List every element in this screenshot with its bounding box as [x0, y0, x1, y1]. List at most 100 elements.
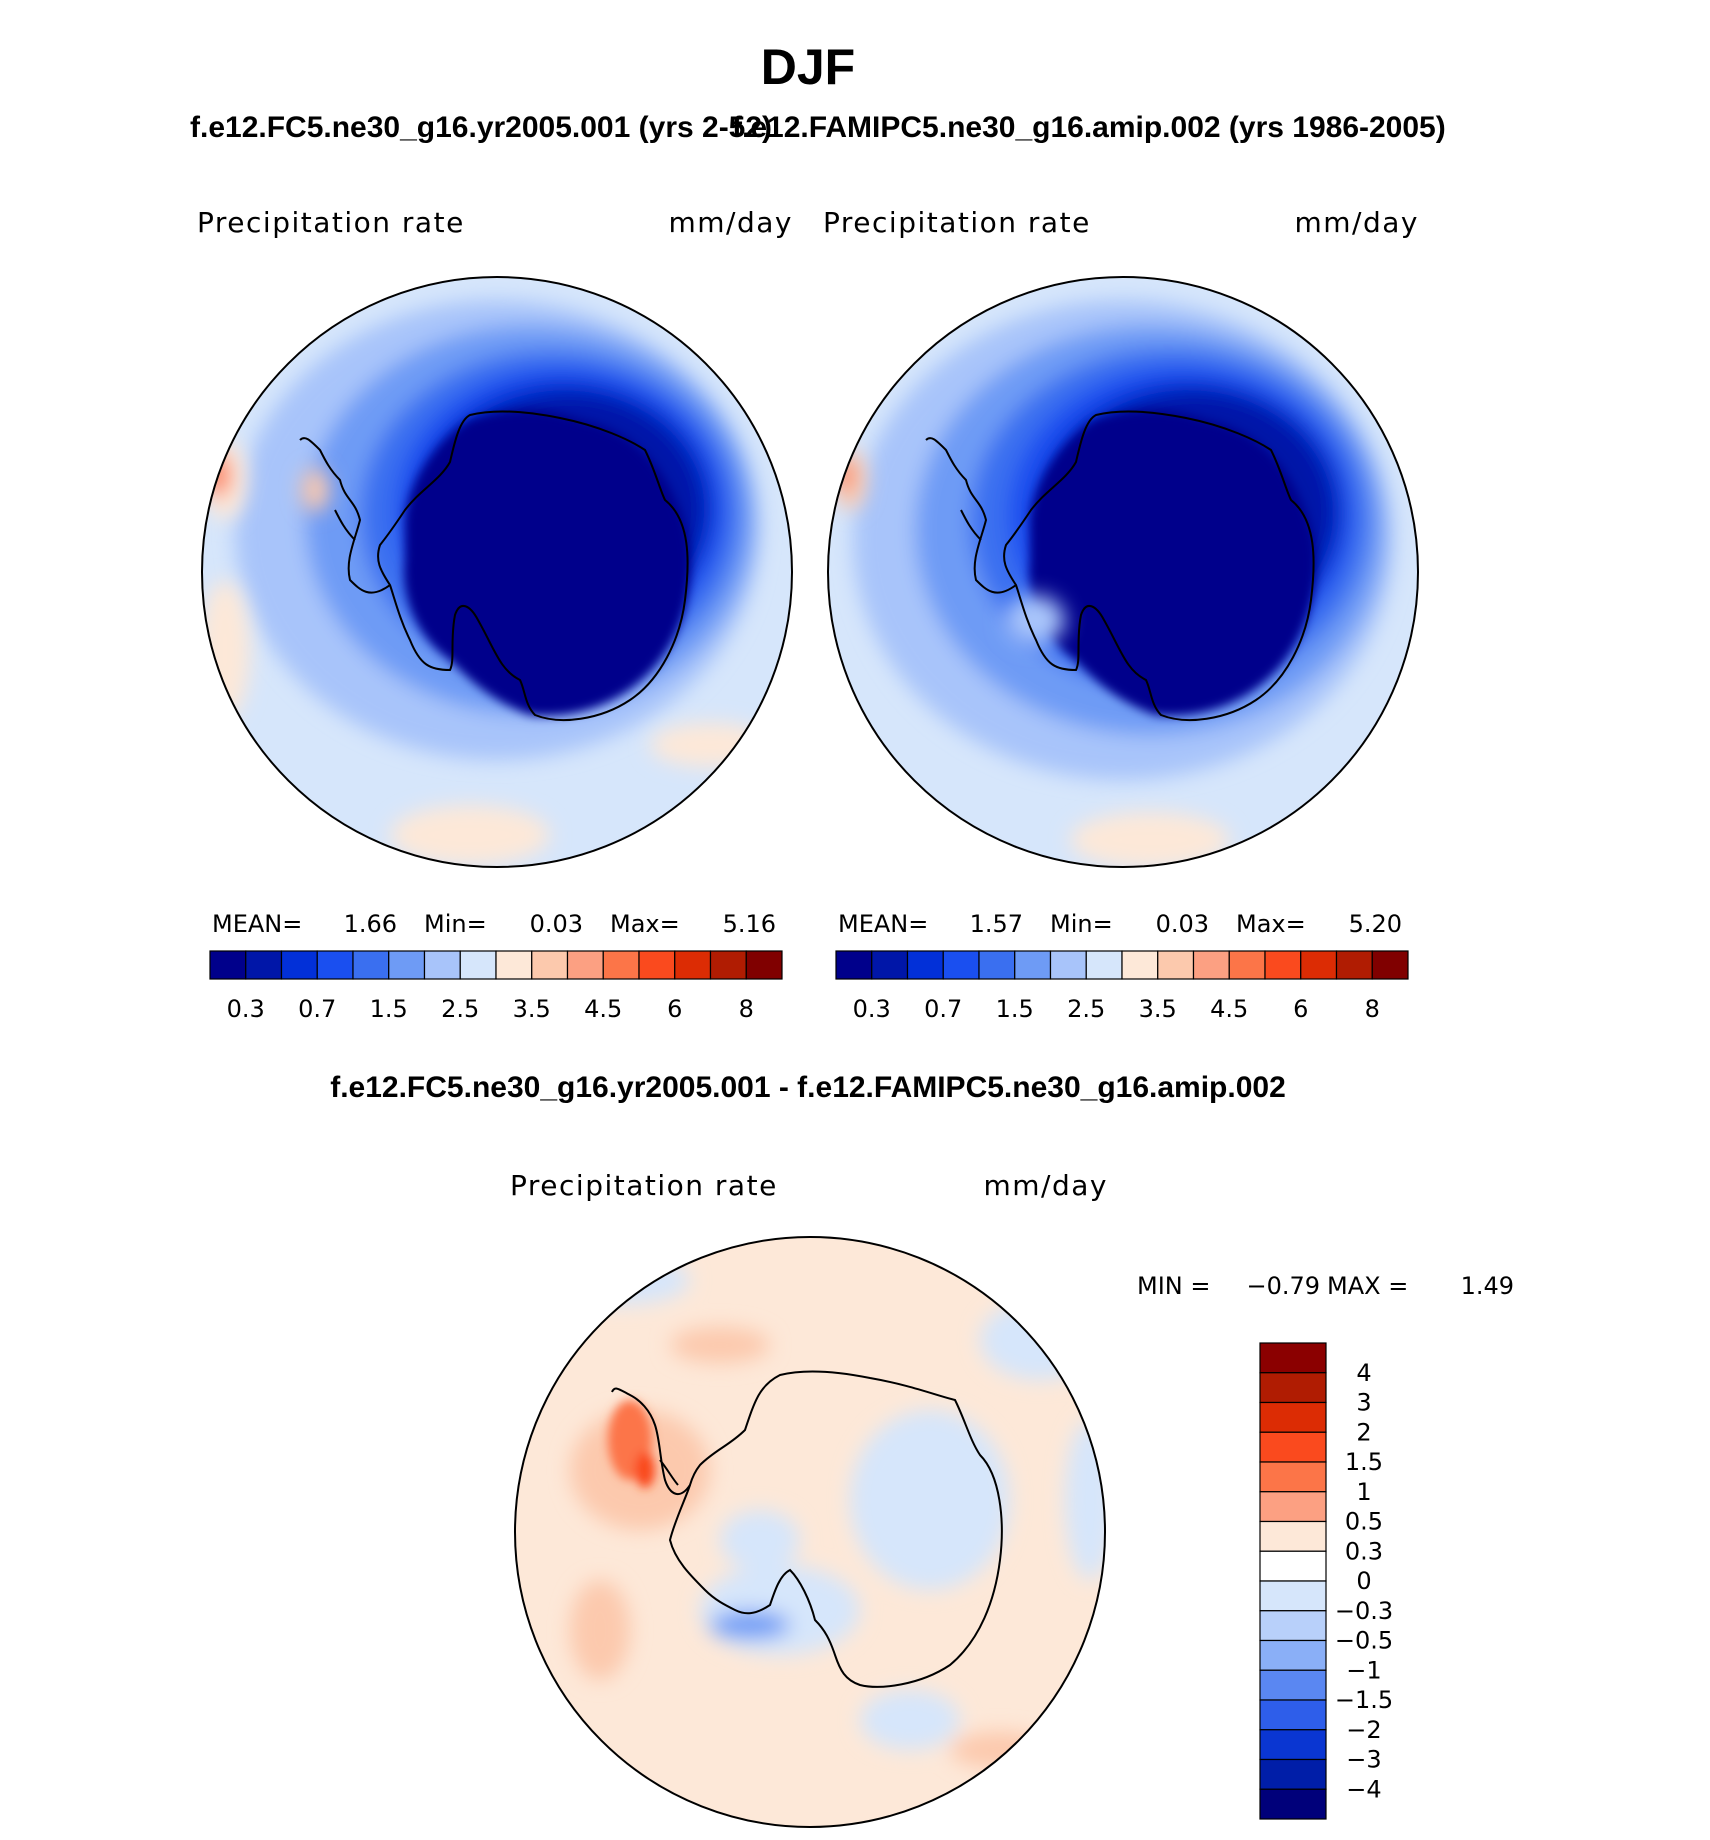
colorbar-tick-label: 2	[1356, 1418, 1371, 1446]
colorbar-box	[1300, 950, 1338, 980]
panel-a-map	[201, 276, 793, 868]
colorbar-tick-label: 8	[739, 995, 754, 1023]
colorbar-box	[459, 950, 497, 980]
colorbar-tick-label: 3	[1356, 1389, 1371, 1417]
colorbar-box	[1259, 1610, 1327, 1642]
colorbar-box	[1049, 950, 1087, 980]
colorbar-box	[602, 950, 640, 980]
panel-b-max-label: Max=	[1236, 910, 1306, 938]
panel-a-max-value: 5.16	[723, 910, 776, 938]
panel-a-title: f.e12.FC5.ne30_g16.yr2005.001 (yrs 2-52)	[190, 111, 772, 144]
panel-b-max-value: 5.20	[1349, 910, 1402, 938]
colorbar-tick-label: 4.5	[1210, 995, 1248, 1023]
colorbar-box	[1259, 1729, 1327, 1761]
panel-a-units: mm/day	[669, 206, 794, 239]
colorbar-tick-label: 1.5	[1345, 1448, 1383, 1476]
panel-b-min-value: 0.03	[1156, 910, 1209, 938]
colorbar-tick-label: 0.3	[853, 995, 891, 1023]
colorbar-box	[1121, 950, 1159, 980]
colorbar-tick-label: 6	[1293, 995, 1308, 1023]
colorbar-tick-label: −1.5	[1335, 1686, 1393, 1714]
colorbar-box	[1259, 1699, 1327, 1731]
colorbar-box	[1259, 1580, 1327, 1612]
colorbar-box	[209, 950, 247, 980]
colorbar-box	[1014, 950, 1052, 980]
colorbar-box	[871, 950, 909, 980]
panel-c-units: mm/day	[984, 1169, 1109, 1202]
colorbar-box	[638, 950, 676, 980]
colorbar-tick-label: −0.3	[1335, 1597, 1393, 1625]
colorbar-box	[1259, 1520, 1327, 1552]
colorbar-box	[280, 950, 318, 980]
panel-c-map	[514, 1236, 1106, 1828]
colorbar-tick-label: 2.5	[441, 995, 479, 1023]
colorbar-tick-label: −1	[1346, 1656, 1381, 1684]
colorbar-box	[709, 950, 747, 980]
colorbar-box	[835, 950, 873, 980]
colorbar-box	[942, 950, 980, 980]
colorbar-box	[1259, 1431, 1327, 1463]
colorbar-tick-label: −3	[1346, 1746, 1381, 1774]
panel-b-mean-label: MEAN=	[838, 910, 928, 938]
colorbar-box	[1157, 950, 1195, 980]
colorbar-box	[1371, 950, 1409, 980]
colorbar-box	[495, 950, 533, 980]
colorbar-tick-label: 4	[1356, 1359, 1371, 1387]
colorbar-box	[1259, 1550, 1327, 1582]
colorbar-box	[745, 950, 783, 980]
colorbar-box	[1259, 1788, 1327, 1820]
colorbar-tick-label: 0.3	[227, 995, 265, 1023]
colorbar-box	[1335, 950, 1373, 980]
panel-b-stats: MEAN= 1.57 Min= 0.03 Max= 5.20	[838, 910, 1402, 938]
panel-c-max-label: MAX =	[1327, 1272, 1408, 1300]
colorbar-tick-label: 3.5	[1139, 995, 1177, 1023]
colorbar-box	[1085, 950, 1123, 980]
colorbar-box	[352, 950, 390, 980]
colorbar-box	[978, 950, 1016, 980]
panel-a-mean-value: 1.66	[344, 910, 397, 938]
colorbar-box	[316, 950, 354, 980]
colorbar-box	[1259, 1461, 1327, 1493]
colorbar-tick-label: 8	[1365, 995, 1380, 1023]
colorbar-tick-label: 0.7	[924, 995, 962, 1023]
colorbar-tick-label: 0.7	[298, 995, 336, 1023]
colorbar-box	[1259, 1639, 1327, 1671]
figure-title: DJF	[761, 39, 855, 95]
colorbar-tick-label: 0.3	[1345, 1537, 1383, 1565]
panel-b-mean-value: 1.57	[970, 910, 1023, 938]
panel-c-variable: Precipitation rate	[510, 1169, 778, 1202]
colorbar-tick-label: −4	[1346, 1775, 1381, 1803]
colorbar-box	[1264, 950, 1302, 980]
colorbar-tick-label: 0	[1356, 1567, 1371, 1595]
panel-b-units: mm/day	[1295, 206, 1420, 239]
colorbar-tick-label: −2	[1346, 1716, 1381, 1744]
panel-a-min-label: Min=	[424, 910, 487, 938]
panel-c-max-value: 1.49	[1461, 1272, 1514, 1300]
colorbar-box	[388, 950, 426, 980]
panel-a-min-value: 0.03	[530, 910, 583, 938]
colorbar-tick-label: 6	[667, 995, 682, 1023]
panel-c-min-label: MIN =	[1137, 1272, 1210, 1300]
colorbar-tick-label: 2.5	[1067, 995, 1105, 1023]
panel-b-colorbar: 0.3 0.7 1.5 2.5 3.5 4.5 6 8	[835, 950, 1409, 1023]
colorbar-box	[1259, 1342, 1327, 1374]
colorbar-box	[245, 950, 283, 980]
panel-a-variable: Precipitation rate	[197, 206, 465, 239]
panel-a-mean-label: MEAN=	[212, 910, 302, 938]
colorbar-box	[906, 950, 944, 980]
colorbar-box	[566, 950, 604, 980]
colorbar-tick-label: 1	[1356, 1478, 1371, 1506]
colorbar-tick-label: −0.5	[1335, 1627, 1393, 1655]
panel-b-min-label: Min=	[1050, 910, 1113, 938]
panel-b-title: f.e12.FAMIPC5.ne30_g16.amip.002 (yrs 198…	[732, 111, 1446, 144]
colorbar-box	[1192, 950, 1230, 980]
panel-a-colorbar: 0.3 0.7 1.5 2.5 3.5 4.5 6 8	[209, 950, 783, 1023]
colorbar-box	[1259, 1758, 1327, 1790]
colorbar-tick-label: 4.5	[584, 995, 622, 1023]
colorbar-box	[423, 950, 461, 980]
colorbar-box	[1259, 1491, 1327, 1523]
difference-title: f.e12.FC5.ne30_g16.yr2005.001 - f.e12.FA…	[330, 1071, 1286, 1104]
colorbar-box	[1259, 1372, 1327, 1404]
colorbar-tick-label: 1.5	[996, 995, 1034, 1023]
